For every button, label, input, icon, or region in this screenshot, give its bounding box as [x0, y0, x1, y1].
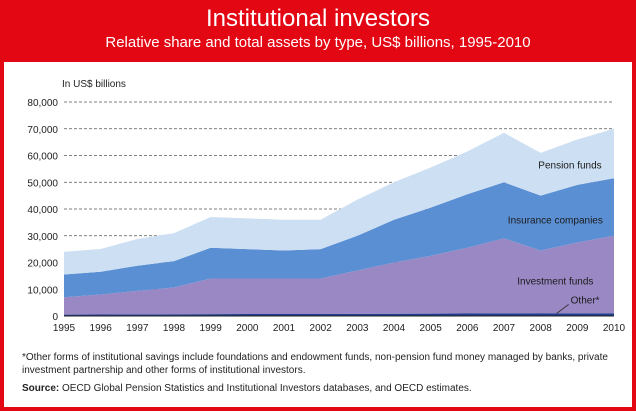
y-tick-label: 80,000 — [27, 98, 58, 109]
y-tick-label: 40,000 — [27, 205, 58, 216]
x-tick-label: 2002 — [310, 323, 333, 334]
y-tick-label: 0 — [52, 312, 58, 323]
series-area-investment-funds — [64, 235, 614, 315]
axis-layer: 0 10,000 20,000 30,000 40,000 50,000 60,000 70,… — [27, 98, 625, 334]
chart-panel: In US$ billions 0 10,000 20,000 30,000 40,00… — [4, 62, 632, 407]
y-tick-label: 10,000 — [27, 285, 58, 296]
series-area-pension-funds — [64, 128, 614, 275]
x-tick-label: 1996 — [90, 323, 113, 334]
chart-title: Institutional investors — [205, 5, 431, 32]
chart-notes: *Other forms of institutional savings in… — [22, 351, 622, 395]
area-layer — [64, 128, 614, 316]
chart-header: Institutional investors Relative share a… — [0, 0, 636, 62]
x-tick-label: 2001 — [273, 323, 296, 334]
y-tick-label: 60,000 — [27, 152, 58, 163]
source-text: OECD Global Pension Statistics and Insti… — [62, 383, 472, 394]
source-line: Source: OECD Global Pension Statistics a… — [22, 382, 622, 395]
x-tick-label: 2004 — [383, 323, 406, 334]
x-tick-label: 1998 — [163, 323, 186, 334]
series-area-insurance-companies — [64, 178, 614, 298]
series-label: Investment funds — [517, 276, 593, 287]
y-tick-label: 70,000 — [27, 125, 58, 136]
x-tick-label: 2005 — [420, 323, 443, 334]
source-label: Source: — [22, 383, 60, 394]
series-label-layer: Pension funds Insurance companies Investme… — [508, 161, 603, 314]
x-tick-label: 1995 — [53, 323, 76, 334]
other-leader-line — [556, 304, 569, 314]
chart-subtitle: Relative share and total assets by type,… — [105, 34, 531, 51]
footnote: *Other forms of institutional savings in… — [22, 352, 608, 376]
x-tick-label: 2003 — [346, 323, 369, 334]
x-tick-label: 2006 — [456, 323, 479, 334]
x-tick-label: 1999 — [200, 323, 223, 334]
x-tick-label: 1997 — [126, 323, 149, 334]
series-area-other — [64, 313, 614, 316]
y-tick-label: 50,000 — [27, 178, 58, 189]
x-tick-label: 2009 — [566, 323, 589, 334]
unit-label: In US$ billions — [62, 79, 126, 90]
area-chart: In US$ billions 0 10,000 20,000 30,000 40,00… — [27, 79, 625, 334]
series-label: Pension funds — [538, 161, 601, 172]
y-tick-label: 30,000 — [27, 232, 58, 243]
series-label: Insurance companies — [508, 215, 603, 226]
y-tick-label: 20,000 — [27, 259, 58, 270]
x-tick-label: 2000 — [236, 323, 259, 334]
series-label: Other* — [571, 295, 600, 306]
x-tick-label: 2010 — [603, 323, 626, 334]
x-tick-label: 2008 — [530, 323, 553, 334]
x-tick-label: 2007 — [493, 323, 516, 334]
